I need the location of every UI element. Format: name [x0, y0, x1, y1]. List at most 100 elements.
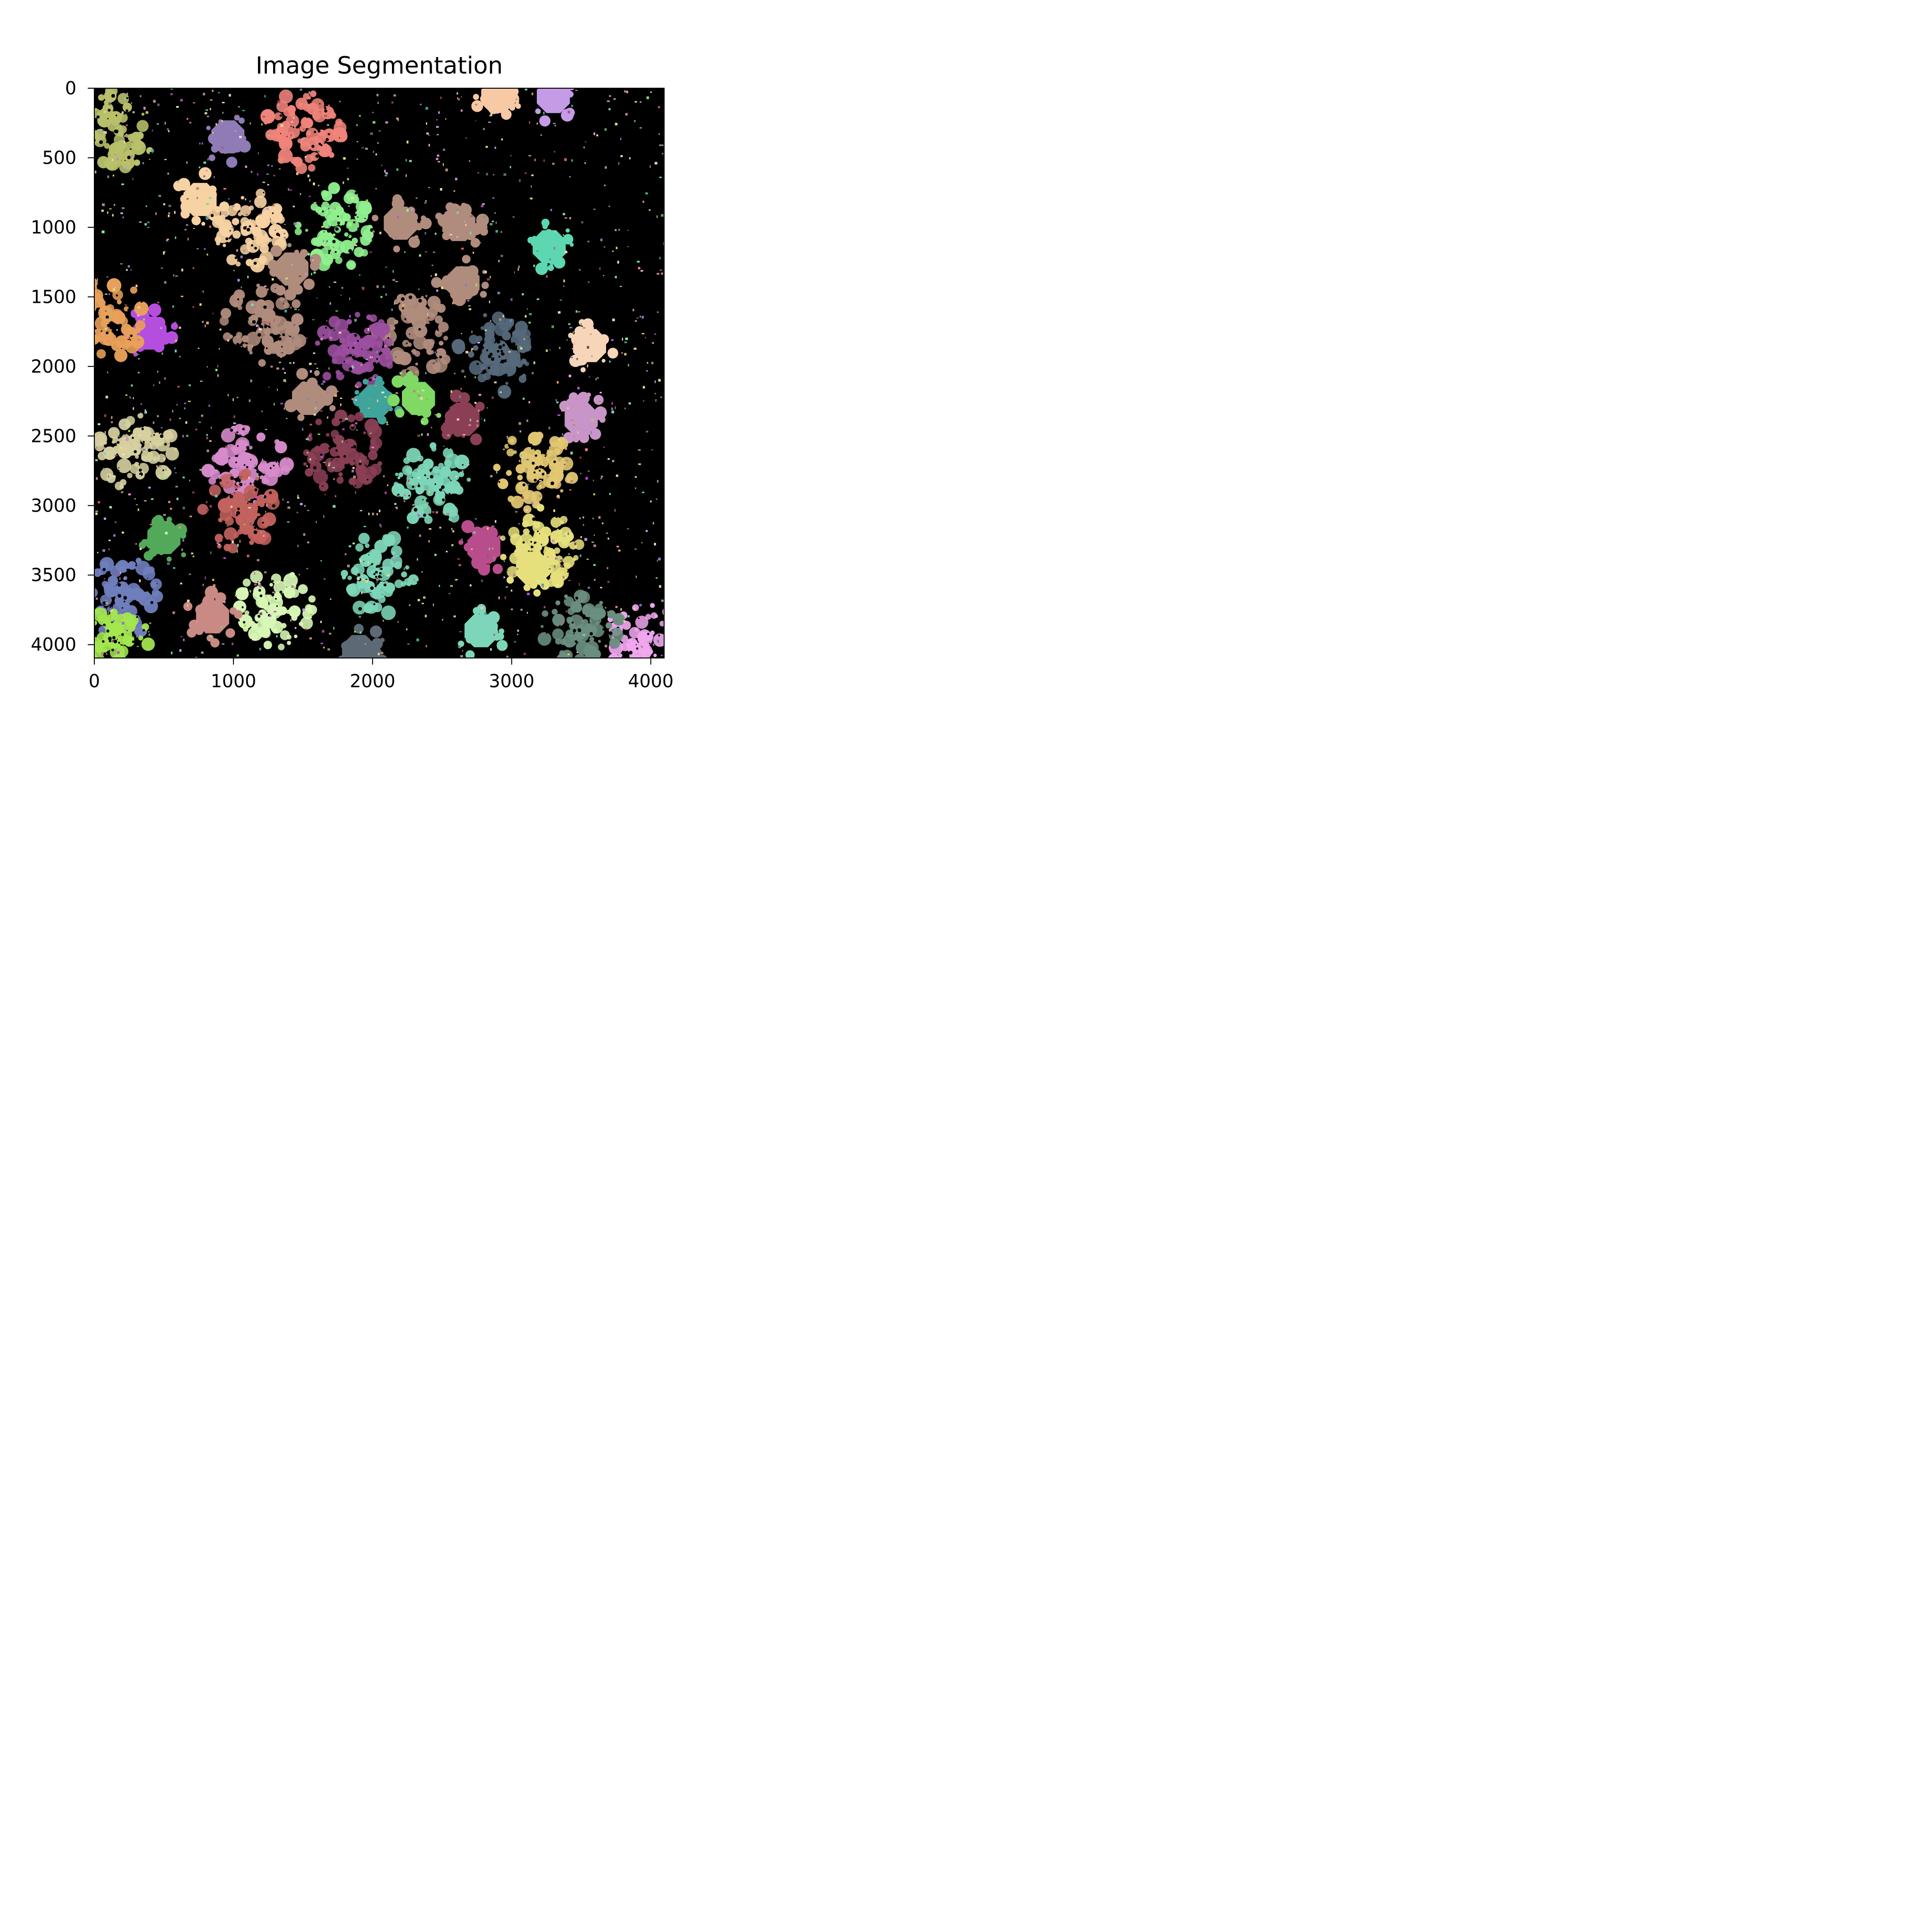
- segment-fragment: [248, 529, 259, 541]
- speckle: [333, 246, 334, 248]
- segment-gap: [128, 97, 130, 99]
- speckle: [107, 371, 108, 374]
- speckle: [386, 421, 388, 424]
- speckle: [138, 372, 140, 374]
- segment-fragment: [250, 570, 263, 583]
- segment-fragment: [567, 608, 575, 615]
- speckle: [133, 407, 134, 410]
- speckle: [579, 517, 581, 519]
- speckle: [111, 416, 113, 419]
- segment-gap: [342, 372, 346, 375]
- segment-fragment: [244, 610, 250, 616]
- speckle: [186, 434, 189, 437]
- speckle: [315, 374, 317, 376]
- speckle: [123, 422, 126, 424]
- speckle: [600, 238, 603, 242]
- segment-fragment: [304, 154, 314, 163]
- speckle: [117, 435, 120, 438]
- speckle: [567, 110, 570, 114]
- segment-gap: [150, 601, 153, 604]
- segment-fragment: [407, 512, 419, 525]
- speckle: [386, 424, 389, 425]
- speckle: [591, 431, 592, 434]
- segment-gap: [376, 358, 378, 360]
- segment-gap: [242, 298, 245, 300]
- chart-title: Image Segmentation: [256, 52, 503, 79]
- segment-gap: [125, 598, 126, 600]
- segment-fragment: [480, 291, 487, 298]
- segment-fragment: [181, 552, 186, 558]
- segment-fragment: [519, 345, 527, 353]
- speckle: [296, 512, 299, 513]
- speckle: [620, 155, 623, 158]
- speckle: [495, 520, 497, 523]
- segment-gap: [230, 476, 234, 480]
- speckle: [527, 592, 530, 595]
- speckle: [110, 111, 112, 113]
- speckle: [627, 528, 629, 530]
- speckle: [468, 424, 471, 426]
- segment-gap: [401, 346, 403, 349]
- speckle: [419, 534, 421, 537]
- segment-gap: [333, 329, 335, 331]
- speckle: [574, 542, 576, 545]
- speckle: [528, 155, 532, 157]
- segment-gap: [280, 133, 281, 134]
- speckle: [98, 501, 100, 504]
- segment-gap: [350, 563, 354, 567]
- segment-fragment: [73, 659, 83, 669]
- speckle: [222, 112, 224, 114]
- segment-gap: [322, 210, 324, 213]
- segment-fragment: [435, 212, 443, 220]
- segment-fragment: [134, 301, 149, 316]
- figure: Image Segmentation 0 1000 2000 3000 4000 050…: [31, 52, 674, 691]
- segment-gap: [398, 493, 400, 496]
- speckle: [102, 468, 105, 470]
- segment-fragment: [397, 476, 400, 479]
- segment-gap: [437, 329, 439, 332]
- speckle: [176, 498, 179, 500]
- speckle: [351, 469, 354, 473]
- segment-fragment: [150, 581, 157, 588]
- speckle: [110, 609, 113, 612]
- segment-gap: [335, 227, 339, 231]
- speckle: [262, 116, 265, 117]
- speckle: [250, 379, 252, 383]
- speckle: [525, 172, 527, 175]
- speckle: [181, 268, 183, 272]
- segment-fragment: [226, 500, 234, 507]
- speckle: [212, 90, 214, 92]
- speckle: [134, 498, 136, 500]
- speckle: [268, 386, 270, 388]
- segment-fragment: [377, 323, 391, 336]
- segment-gap: [282, 333, 285, 336]
- speckle: [131, 102, 133, 104]
- segment-fragment: [292, 334, 307, 348]
- speckle: [627, 246, 629, 248]
- speckle: [184, 229, 187, 231]
- segment-gap: [427, 478, 429, 479]
- segment-fragment: [339, 337, 345, 344]
- speckle: [424, 202, 427, 204]
- speckle: [541, 583, 544, 586]
- segment-fragment: [83, 291, 92, 300]
- speckle: [543, 159, 545, 162]
- speckle: [293, 362, 295, 364]
- speckle: [572, 348, 574, 350]
- segment-fragment: [592, 661, 596, 666]
- speckle: [206, 203, 209, 205]
- speckle: [195, 657, 198, 658]
- segment-fragment: [95, 336, 100, 341]
- segment-fragment: [206, 125, 211, 131]
- segment-region: [537, 88, 570, 113]
- segment-gap: [316, 356, 319, 358]
- segment-fragment: [280, 466, 290, 475]
- speckle: [520, 347, 523, 350]
- segment-gap: [541, 473, 545, 475]
- speckle: [167, 562, 170, 565]
- speckle: [360, 559, 362, 562]
- segment-gap: [357, 227, 361, 231]
- segment-fragment: [78, 308, 84, 315]
- speckle: [215, 369, 218, 371]
- segment-fragment: [79, 138, 92, 150]
